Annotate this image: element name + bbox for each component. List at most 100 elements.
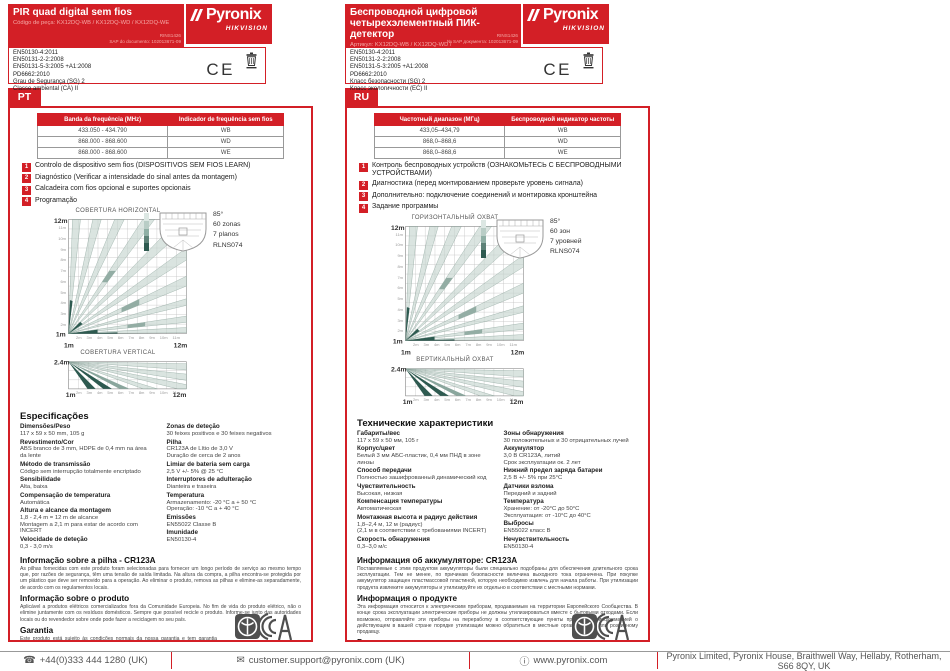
step-number-badge: 1 <box>22 162 31 172</box>
section-title: Информация о продукте <box>357 593 458 603</box>
page-footer: ☎ +44(0)333 444 1280 (UK) ✉ customer.sup… <box>0 651 950 671</box>
legend-line: RLNS074 <box>213 241 243 249</box>
h-axis-top-label: 12m <box>54 218 68 225</box>
ru-header: Беспроводной цифровой четырехэлементный … <box>345 4 650 92</box>
section-title: Informação sobre o produto <box>20 593 130 603</box>
spec-label: Velocidade de deteção <box>20 536 88 544</box>
spec-entry: Velocidade de deteção 0,3 - 3,0 m/s <box>20 536 161 551</box>
y-axis-ticks: 11m 10m 9m 8m 7m 6m 5m 4m 3m 2m <box>42 225 66 327</box>
axis-tick: 9m <box>486 341 492 347</box>
axis-tick: 2m <box>397 328 403 334</box>
axis-tick: 7m <box>465 396 471 402</box>
axis-tick: 10m <box>496 396 505 402</box>
spec-entry: Método de transmissão Código sem interru… <box>20 461 161 476</box>
spec-entry: Temperatura Armazenamento: -20 °C a + 50… <box>166 491 302 513</box>
spec-value: Срок эксплуатации ок. 2 лет <box>503 459 581 466</box>
freq-band-cell: 433,05–434,79 <box>373 125 506 137</box>
standard-line: EN50131-2-2:2008 <box>13 57 64 64</box>
spec-entry: Altura e alcance da montagem 1,8 - 2,4 m… <box>20 507 161 535</box>
v-axis-top-label: 2.4m <box>54 359 70 366</box>
spec-label: Zonas de deteção <box>166 423 220 430</box>
step-text: Диагностика (перед монтированием проверь… <box>372 180 583 188</box>
specs-left-column: Dimensões/Peso 117 x 59 x 50 mm, 105 g R… <box>20 423 161 553</box>
standard-line: Classe ambiental (CA) II <box>13 85 79 92</box>
spec-label: Чувствительность <box>357 482 416 490</box>
freq-table-body: 433.050 - 434.790 WB 868.000 - 868.600 W… <box>36 125 285 159</box>
table-row: 433.050 - 434.790 WB <box>36 125 285 137</box>
spec-value: EN50130-4 <box>503 543 534 550</box>
info-section: Informação sobre o produto Aplicável a p… <box>20 594 301 623</box>
spec-entry: Revestimento/Cor ABS branco de 3 mm, HDP… <box>20 439 161 460</box>
vertical-coverage-title: COBERTURA VERTICAL <box>80 350 156 356</box>
axis-tick: 3m <box>423 341 430 347</box>
spec-entry: Габариты/вес 117 x 59 x 50 мм, 105 г <box>357 429 498 445</box>
freq-band-cell: 868,0–868,6 <box>373 147 506 159</box>
axis-tick: 6m <box>397 285 403 291</box>
info-section: Informação sobre a pilha - CR123A As pil… <box>20 556 301 591</box>
footer-phone: ☎ +44(0)333 444 1280 (UK) <box>0 652 172 669</box>
spec-value: 2,5 В +/- 5% при 25°C <box>503 475 563 482</box>
spec-entry: Emissões EN55022 Classe B <box>167 514 302 529</box>
pt-panel: Banda da frequência (MHz) Indicador de f… <box>8 106 313 642</box>
standard-line: EN50130-4:2011 <box>13 50 58 56</box>
specs-left-column: Габариты/вес 117 x 59 x 50 мм, 105 г Кор… <box>357 429 498 553</box>
step-number-badge: 4 <box>22 197 31 206</box>
pt-column: PIR quad digital sem fios Código de peça… <box>8 4 313 642</box>
axis-tick: 8m <box>475 341 482 347</box>
spec-label: Способ передачи <box>357 467 412 475</box>
x-axis-end-label: 12m <box>173 392 187 398</box>
axis-tick: 3m <box>397 317 403 323</box>
list-item: 1 Controlo de dispositivo sem fios (DISP… <box>22 162 301 172</box>
part-codes: Código de peça: KX12DQ-WB / KX12DQ-WD / … <box>13 20 170 26</box>
axis-tick: 2m <box>76 335 82 340</box>
axis-tick: 10m <box>159 335 168 340</box>
specs-heading: Especificações <box>20 411 89 422</box>
spec-label: Limiar de bateria sem carga <box>166 460 250 468</box>
weee-bin-icon <box>246 52 257 69</box>
brand-name: Pyronix <box>543 6 599 23</box>
axis-tick: 8m <box>138 335 145 340</box>
axis-tick: 8m <box>397 263 403 269</box>
axis-tick: 5m <box>107 390 113 395</box>
spec-value: 0,3 - 3,0 m/s <box>20 543 53 550</box>
spec-value: EN55022 класс B <box>503 528 551 535</box>
axis-tick: 9m <box>486 396 492 402</box>
spec-entry: Корпус/цвет Белый 3 мм АБС-пластик, 0,4 … <box>357 445 498 466</box>
horizontal-coverage-plot: 12m 1m 1m 12m <box>391 225 524 356</box>
x-axis-start-label: 1m <box>66 392 76 398</box>
spec-value: EN50130-4 <box>166 537 197 544</box>
section-body: Поставляемые с этим продуктом аккумулято… <box>357 565 638 591</box>
specs-heading: Технические характеристики <box>357 417 494 429</box>
spec-value: Operação: -10 °C a + 40 °C <box>166 506 239 513</box>
axis-tick: 6m <box>454 341 461 347</box>
spec-value: 117 x 59 x 50 mm, 105 g <box>20 430 85 437</box>
list-item: 3 Дополнительно: подключение соединений … <box>359 192 638 202</box>
standards-list: EN50130-4:2011 EN50131-2-2:2008 EN50131-5-… <box>350 50 598 93</box>
step-text: Задание программы <box>372 203 439 211</box>
spec-label: Interruptores de adulteração <box>166 476 252 484</box>
step-number-badge: 2 <box>22 174 31 183</box>
axis-tick: 11m <box>509 396 517 402</box>
info-section: Информация об аккумуляторе: CR123A Поста… <box>357 556 638 591</box>
freq-band-cell: 868.000 - 868.600 <box>36 147 169 159</box>
table-row: 868,0–868,6 WE <box>373 147 622 159</box>
axis-tick: 2m <box>413 341 419 347</box>
axis-tick: 5m <box>444 341 450 347</box>
axis-tick: 10m <box>395 242 403 248</box>
sap-doc-number: № SAP документа: 102013671-09 <box>446 39 518 45</box>
spec-label: Temperatura <box>166 491 205 499</box>
spec-value: CR123A de Lítio de 3,0 V <box>166 446 233 453</box>
axis-tick: 5m <box>444 396 450 402</box>
axis-tick: 3m <box>423 396 430 402</box>
spec-value: Armazenamento: -20 °C a + 50 °C <box>166 499 257 506</box>
spec-entry: Компенсация температуры Автоматическая <box>357 498 498 513</box>
standard-line: EN50131-5-3:2005 +A1:2008 <box>13 64 92 71</box>
axis-tick: 11m <box>58 225 66 230</box>
axis-tick: 6m <box>454 396 461 402</box>
spec-label: Altura e alcance da montagem <box>20 507 111 515</box>
step-number-badge: 3 <box>359 192 368 202</box>
spec-label: Габариты/вес <box>357 429 401 437</box>
x-axis-ticks: 2m 3m 4m 5m 6m 7m 8m 9m 10m 11m <box>413 397 517 402</box>
email-address: customer.support@pyronix.com (UK) <box>248 655 405 666</box>
pt-info-sections: Informação sobre a pilha - CR123A As pil… <box>20 556 301 640</box>
